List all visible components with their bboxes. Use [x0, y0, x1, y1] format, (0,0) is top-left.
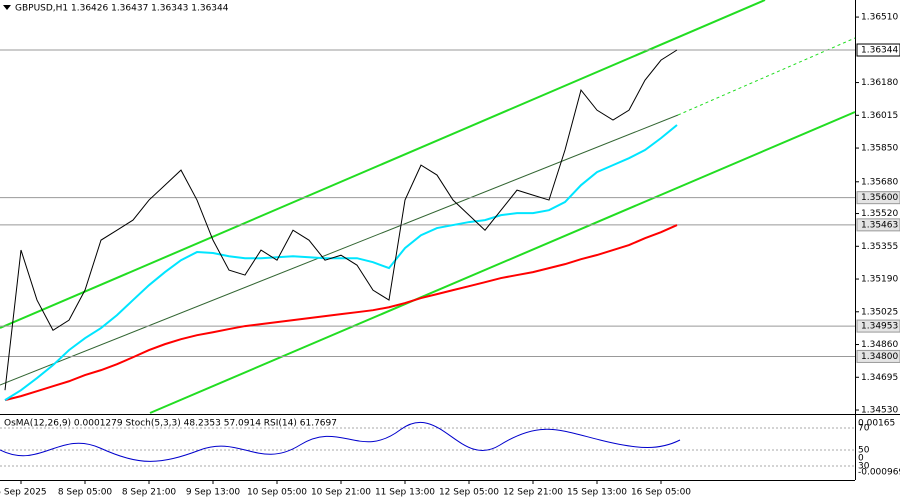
level-label: 1.36344: [861, 46, 898, 56]
x-tick-label: 16 Sep 05:00: [631, 488, 691, 498]
x-tick-label: 12 Sep 21:00: [503, 488, 563, 498]
y-tick-label: 1.36510: [861, 13, 898, 23]
indicator-line: [0, 422, 681, 462]
x-tick-label: 15 Sep 13:00: [567, 488, 627, 498]
menu-icon: [3, 5, 11, 10]
level-box: [856, 218, 900, 232]
y-tick-label: 1.34860: [861, 340, 898, 350]
y-tick-label: 1.34530: [861, 406, 898, 416]
series-line: [4, 124, 678, 401]
indicator-axis-label: 0: [858, 454, 864, 464]
x-tick-label: 8 Sep 21:00: [122, 488, 177, 498]
level-box: [856, 191, 900, 205]
indicator-axis-label: 0.00165: [858, 419, 895, 429]
y-tick-label: 1.36180: [861, 78, 898, 88]
level-box: [856, 349, 900, 363]
y-tick-label: 1.35520: [861, 209, 898, 219]
x-tick-label: 12 Sep 05:00: [439, 488, 499, 498]
series-line: [4, 49, 678, 391]
indicator-axis-label: -0.000969: [858, 468, 900, 478]
channel-mid: [0, 114, 679, 386]
y-tick-label: 1.34695: [861, 373, 898, 383]
y-tick-label: 1.35355: [861, 242, 898, 252]
indicator-label: OsMA(12,26,9) 0.0001279 Stoch(5,3,3) 48.…: [4, 419, 337, 429]
y-tick-label: 1.35680: [861, 177, 898, 187]
channel-mid-ext: [677, 37, 856, 116]
y-tick-label: 1.36015: [861, 111, 898, 121]
channel-lower: [149, 111, 856, 414]
indicator-axis-label: 50: [858, 446, 870, 456]
x-tick-label: 9 Sep 13:00: [186, 488, 241, 498]
level-box: [856, 319, 900, 333]
level-label: 1.35463: [861, 220, 898, 230]
level-label: 1.34953: [861, 322, 898, 332]
y-tick-label: 1.35850: [861, 144, 898, 154]
x-tick-label: 5 Sep 2025: [0, 488, 47, 498]
x-tick-label: 10 Sep 21:00: [311, 488, 371, 498]
x-tick-label: 10 Sep 05:00: [247, 488, 307, 498]
level-label: 1.34800: [861, 352, 898, 362]
series-line: [4, 224, 678, 402]
y-tick-label: 1.35025: [861, 307, 898, 317]
x-tick-label: 11 Sep 13:00: [375, 488, 435, 498]
level-box: [856, 43, 900, 57]
indicator-axis-label: 30: [858, 462, 870, 472]
y-tick-label: 1.35190: [861, 275, 898, 285]
indicator-axis-label: 70: [858, 424, 870, 434]
channel-upper: [0, 0, 766, 329]
chart-title: GBPUSD,H1 1.36426 1.36437 1.36343 1.3634…: [15, 4, 229, 14]
level-label: 1.35600: [861, 193, 898, 203]
x-tick-label: 8 Sep 05:00: [58, 488, 113, 498]
